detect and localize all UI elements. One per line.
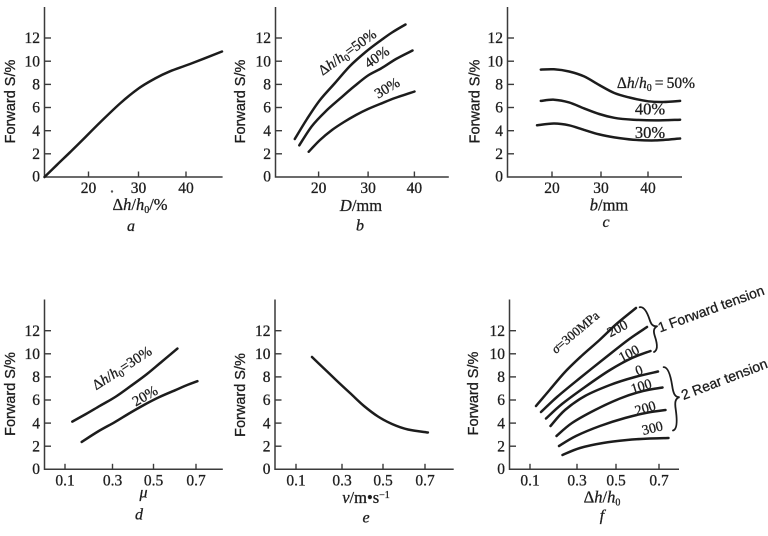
svg-text:6: 6: [263, 100, 271, 117]
svg-text:0.3: 0.3: [103, 473, 123, 490]
svg-text:40: 40: [178, 180, 194, 197]
svg-text:30: 30: [593, 180, 609, 197]
svg-text:40: 40: [407, 180, 423, 197]
svg-text:v/m•s−1: v/m•s−1: [342, 488, 390, 507]
svg-text:Δh/h0: Δh/h0: [584, 488, 621, 509]
svg-text:6: 6: [263, 392, 271, 409]
svg-text:10: 10: [25, 346, 41, 363]
svg-text:0.5: 0.5: [144, 473, 164, 490]
svg-text:4: 4: [263, 123, 271, 140]
svg-text:8: 8: [263, 369, 271, 386]
svg-text:b: b: [356, 218, 364, 235]
svg-text:0: 0: [32, 169, 40, 186]
svg-text:d: d: [135, 507, 144, 524]
svg-text:2: 2: [495, 146, 503, 163]
svg-text:4: 4: [263, 415, 271, 432]
svg-text:6: 6: [32, 392, 40, 409]
svg-text:b/mm: b/mm: [590, 196, 629, 215]
svg-text:Forward S/%: Forward S/%: [233, 59, 249, 143]
svg-text:8: 8: [32, 369, 40, 386]
svg-text:Forward S/%: Forward S/%: [466, 351, 482, 435]
svg-text:0.1: 0.1: [520, 473, 539, 490]
svg-text:2: 2: [32, 438, 40, 455]
svg-text:D/mm: D/mm: [339, 196, 382, 215]
svg-text:10: 10: [488, 53, 504, 70]
svg-text:12: 12: [488, 30, 504, 47]
svg-text:12: 12: [255, 323, 271, 340]
svg-text:0.3: 0.3: [567, 473, 587, 490]
svg-text:6: 6: [32, 100, 40, 117]
svg-text:μ: μ: [138, 485, 147, 502]
svg-text:Δh/h0/%: Δh/h0/%: [112, 195, 167, 216]
svg-text:10: 10: [256, 53, 272, 70]
svg-text:0: 0: [32, 461, 40, 478]
svg-text:f: f: [600, 508, 607, 525]
svg-text:300: 300: [641, 419, 665, 439]
svg-text:2: 2: [263, 438, 271, 455]
svg-text:Forward S/%: Forward S/%: [468, 59, 484, 143]
svg-text:4: 4: [32, 415, 40, 432]
svg-text:8: 8: [495, 77, 503, 94]
svg-text:10: 10: [25, 53, 41, 70]
svg-text:6: 6: [497, 392, 505, 409]
svg-text:0.5: 0.5: [373, 473, 393, 490]
svg-text:4: 4: [32, 123, 40, 140]
svg-text:Δh/h0 = 50%: Δh/h0 = 50%: [617, 75, 695, 94]
svg-text:20: 20: [311, 180, 327, 197]
svg-text:0.7: 0.7: [649, 473, 669, 490]
svg-text:10: 10: [255, 346, 271, 363]
svg-text:8: 8: [263, 77, 271, 94]
svg-text:0: 0: [497, 461, 505, 478]
svg-text:0: 0: [263, 461, 271, 478]
svg-text:100: 100: [629, 377, 653, 397]
svg-text:30: 30: [360, 180, 376, 197]
svg-text:12: 12: [490, 323, 506, 340]
svg-text:200: 200: [633, 399, 657, 419]
svg-text:40: 40: [640, 180, 656, 197]
svg-text:12: 12: [25, 323, 41, 340]
svg-text:4: 4: [497, 415, 505, 432]
svg-text:0.5: 0.5: [606, 473, 626, 490]
svg-text:e: e: [362, 510, 369, 527]
svg-text:Forward S/%: Forward S/%: [3, 352, 19, 436]
svg-text:0: 0: [495, 169, 503, 186]
svg-text:20: 20: [81, 180, 97, 197]
svg-text:0.3: 0.3: [332, 473, 352, 490]
svg-text:8: 8: [32, 77, 40, 94]
svg-text:0: 0: [263, 169, 271, 186]
svg-text:12: 12: [256, 30, 272, 47]
svg-text:0.1: 0.1: [55, 473, 74, 490]
svg-text:Forward S/%: Forward S/%: [3, 59, 19, 143]
svg-text:0.7: 0.7: [415, 473, 435, 490]
svg-text:a: a: [127, 218, 135, 235]
svg-text:40%: 40%: [635, 100, 666, 119]
svg-text:12: 12: [25, 30, 41, 47]
svg-text:0.7: 0.7: [186, 473, 206, 490]
svg-text:2: 2: [32, 146, 40, 163]
svg-text:c: c: [602, 214, 609, 231]
svg-text:30: 30: [131, 180, 147, 197]
svg-text:6: 6: [495, 100, 503, 117]
svg-text:2: 2: [497, 438, 505, 455]
svg-text:4: 4: [495, 123, 503, 140]
svg-text:8: 8: [497, 369, 505, 386]
svg-text:10: 10: [490, 346, 506, 363]
svg-text:20: 20: [544, 180, 560, 197]
svg-text:2: 2: [263, 146, 271, 163]
svg-text:30%: 30%: [635, 123, 666, 142]
svg-text:0.1: 0.1: [286, 473, 305, 490]
svg-text:Forward S/%: Forward S/%: [233, 353, 249, 437]
